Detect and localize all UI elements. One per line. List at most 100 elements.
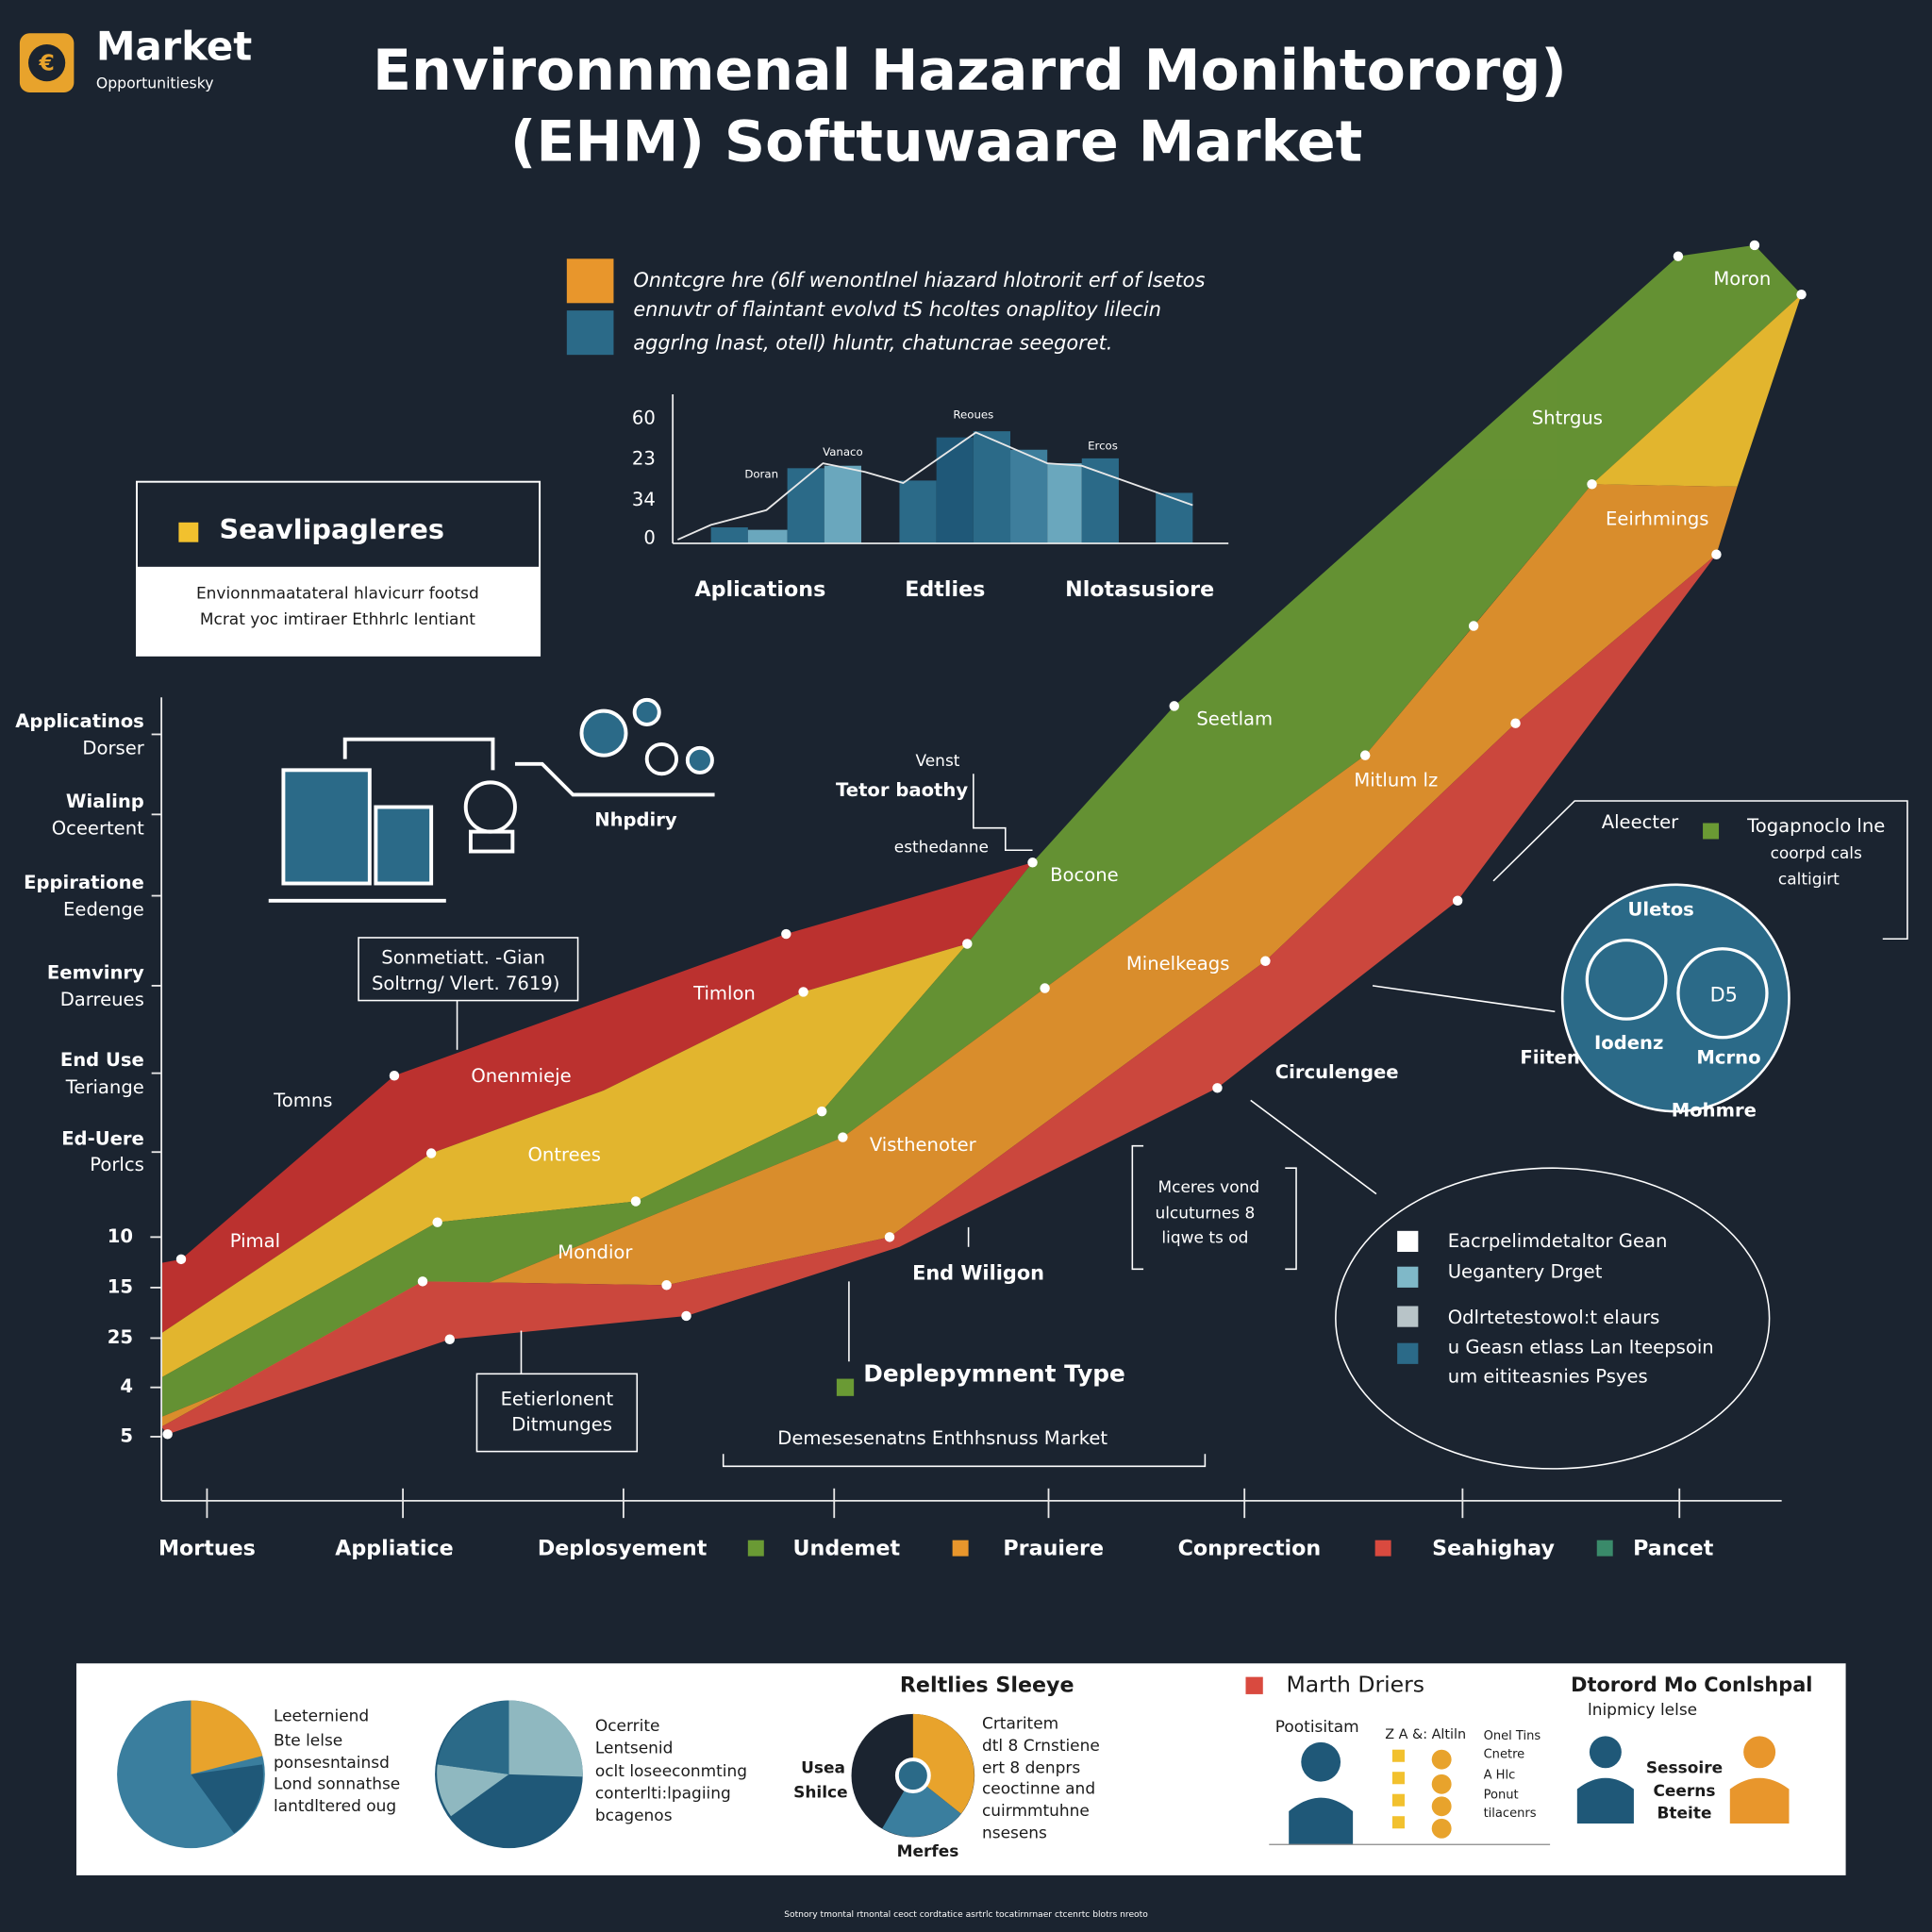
shape (838, 1132, 848, 1142)
label: Tomns (273, 1090, 332, 1111)
shape (1729, 1777, 1790, 1824)
shape (161, 484, 1738, 1427)
shape (161, 244, 1802, 1418)
shape (1743, 1736, 1776, 1769)
shape (475, 1373, 639, 1453)
label: Reltlies Sleeye (900, 1673, 1074, 1697)
label: Nhpdiry (594, 808, 677, 830)
label: ulcuturnes 8 (1155, 1205, 1255, 1224)
shape (1260, 956, 1271, 966)
label: Moron (1713, 268, 1771, 290)
group: Applicatinos Dorser Wialinp Oceertent Eppira… (15, 710, 162, 1175)
shape (747, 529, 788, 543)
label: Nlotasusiore (1065, 577, 1214, 602)
shape (1673, 251, 1684, 261)
label: Uletos (1627, 899, 1693, 921)
shape (836, 1378, 855, 1396)
label: Mcrat yoc imtiraer Ethhrlc Ientiant (200, 610, 475, 629)
shape (899, 480, 937, 543)
shape (722, 1454, 1207, 1468)
shape (1131, 1144, 1144, 1271)
label: 5 (120, 1424, 133, 1446)
shape (1431, 1774, 1452, 1794)
shape (1372, 985, 1556, 1013)
shape (1359, 750, 1371, 760)
label: dtl 8 Crnstiene (982, 1737, 1100, 1756)
label: Odlrtetestowol:t elaurs (1448, 1307, 1660, 1328)
label: bcagenos (595, 1807, 673, 1825)
label: aggrlng lnast, otell) hluntr, chatuncrae… (633, 331, 1112, 354)
label: Seetlam (1196, 708, 1273, 729)
shape (1391, 1772, 1405, 1785)
label: Lond sonnathse (274, 1774, 400, 1793)
label: oclt loseeconmting (595, 1762, 747, 1781)
shape (1156, 492, 1193, 543)
label: Seavlipagleres (219, 513, 444, 545)
label: End Wiligon (912, 1262, 1044, 1285)
label: Eacrpelimdetaltor Gean (1448, 1230, 1668, 1252)
shape (432, 1217, 442, 1227)
shape (1589, 1736, 1622, 1769)
shape (1391, 1793, 1405, 1807)
brand: Market (96, 24, 252, 70)
label: Sessoire (1646, 1758, 1723, 1777)
shape (1452, 895, 1463, 906)
shape (161, 862, 1033, 1334)
label: Venst (915, 752, 959, 771)
mini-chart (672, 393, 1229, 544)
shape (787, 468, 824, 543)
side-label: Darreues (60, 989, 144, 1010)
label: 23 (632, 448, 656, 470)
shape (710, 527, 748, 543)
shape (508, 1700, 583, 1777)
label: um eititeasnies Psyes (1448, 1366, 1648, 1388)
label: Conprection (1178, 1536, 1322, 1560)
shape (514, 761, 715, 797)
label: coorpd cals (1771, 844, 1862, 863)
shape (1397, 1342, 1419, 1364)
label: lnipmicy lelse (1588, 1701, 1697, 1720)
shape (1374, 1540, 1391, 1557)
side-label: Oceertent (52, 818, 144, 840)
shape (1047, 463, 1082, 543)
label: 25 (108, 1326, 133, 1348)
shape: € (38, 49, 54, 75)
shape (1703, 823, 1720, 840)
shape (566, 258, 614, 304)
label: Deplepymnent Type (863, 1360, 1125, 1388)
callout-lines (358, 774, 1908, 1470)
label: D5 (1710, 983, 1738, 1006)
label: Appliatice (335, 1536, 454, 1560)
shape (1169, 701, 1179, 711)
label: Ercos (1088, 439, 1118, 452)
label: Dtorord Mo Conlshpal (1571, 1674, 1812, 1696)
shape (161, 943, 968, 1378)
label: Mortues (158, 1536, 256, 1560)
shape (468, 829, 515, 854)
computer-icon (268, 697, 715, 903)
label: Sonmetiatt. -Gian (381, 947, 545, 969)
shape (1289, 1797, 1354, 1845)
shape (1081, 458, 1119, 543)
shape (281, 768, 372, 886)
title: Environnmenal Hazarrd Monihtororg) (373, 38, 1567, 104)
label: Undemet (793, 1536, 901, 1560)
shape (1591, 294, 1802, 487)
shape (389, 1071, 400, 1081)
label: Bocone (1050, 864, 1119, 886)
label: 15 (108, 1275, 133, 1297)
label: Timlon (692, 983, 756, 1005)
label: Mohmre (1672, 1100, 1757, 1122)
shape (824, 465, 861, 543)
shape (175, 1254, 187, 1265)
title: (EHM) Softtuwaare Market (510, 109, 1362, 175)
shape (1335, 1167, 1771, 1470)
label: Ceerns (1653, 1782, 1715, 1801)
shape (884, 1232, 895, 1242)
shape (894, 1757, 931, 1794)
label: Merfes (897, 1842, 959, 1861)
label: liqwe ts od (1161, 1229, 1248, 1248)
label: Onel Tins (1484, 1729, 1541, 1743)
label: Doran (744, 467, 778, 480)
